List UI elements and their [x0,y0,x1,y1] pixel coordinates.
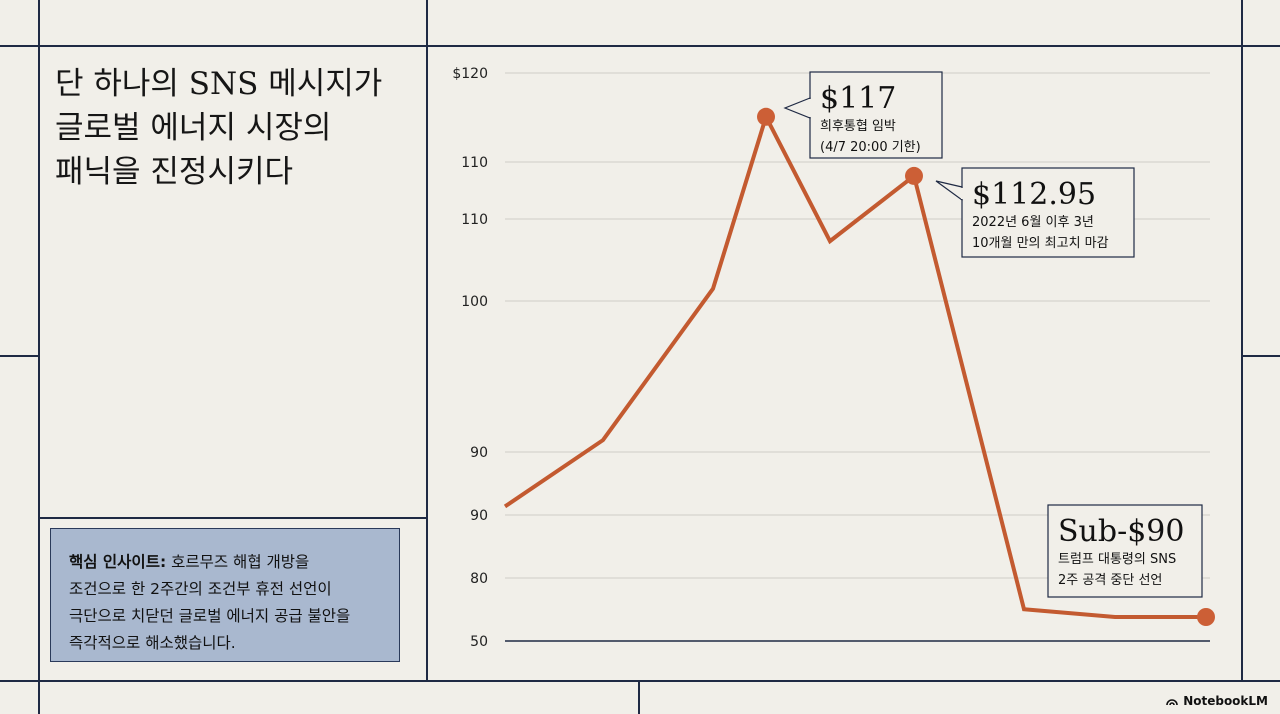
frame-line-bottom-divider [638,681,640,714]
insight-text: 핵심 인사이트: 호르무즈 해협 개방을 조건으로 한 2주간의 조건부 휴전 … [69,549,399,657]
insight-line-3: 극단으로 치닫던 글로벌 에너지 공급 불안을 [69,607,351,625]
title-line-2: 글로벌 에너지 시장의 [55,110,332,146]
insight-line-1: 호르무즈 해협 개방을 [171,553,310,571]
title-line-1: 단 하나의 SNS 메시지가 [55,66,383,102]
y-tick-label: 110 [461,155,488,171]
frame-line-right [1241,0,1243,681]
annotation-value: $112.95 [972,177,1096,212]
annotation-callout: $112.95 2022년 6월 이후 3년 10개월 만의 최고치 마감 [935,167,1135,258]
insight-line-4: 즉각적으로 해소했습니다. [69,634,236,652]
annotation-value: $117 [820,81,896,116]
chart-series [503,107,1215,626]
frame-line-bottom [0,680,1280,682]
insight-box: 핵심 인사이트: 호르무즈 해협 개방을 조건으로 한 2주간의 조건부 휴전 … [50,528,400,662]
annotation-note: 10개월 만의 최고치 마감 [972,236,1109,251]
brand-name: NotebookLM [1183,694,1268,708]
annotation-box [809,71,943,159]
y-tick-label: 90 [470,445,488,461]
frame-tick-right [1242,355,1280,357]
y-axis-ticks: $120 110 110 100 90 90 80 50 [452,66,488,650]
y-tick-label: 100 [461,294,488,310]
price-series-line [503,111,1206,619]
highlight-point [905,166,923,185]
brand-logo: NotebookLM [1166,694,1268,708]
title-line-3: 패닉을 진정시키다 [55,154,294,190]
annotation-pointer [935,180,963,202]
page-title: 단 하나의 SNS 메시지가 글로벌 에너지 시장의 패닉을 진정시키다 [55,62,425,194]
insight-line-2: 조건으로 한 2주간의 조건부 휴전 선언이 [69,580,332,598]
frame-line-left-panel [38,517,427,519]
annotation-value: Sub-$90 [1058,514,1184,549]
annotation-pointer [783,97,811,119]
highlight-point [757,107,775,126]
annotation-box [961,167,1135,258]
notebooklm-icon [1166,698,1178,705]
y-tick-label: 110 [461,212,488,228]
chart-annotations: $117 희후통협 임박 (4/7 20:00 기한) $112.95 2022년 6월… [783,71,1203,598]
annotation-note: 희후통협 임박 [820,119,896,134]
frame-tick-left [0,355,38,357]
annotation-note: 2022년 6월 이후 3년 [972,215,1094,230]
annotation-box [1047,504,1203,598]
frame-line-left [38,0,40,714]
annotation-callout: $117 희후통협 임박 (4/7 20:00 기한) [783,71,943,159]
highlight-point [1197,608,1215,626]
y-tick-label: $120 [452,66,488,82]
frame-line-top [0,45,1280,47]
insight-label: 핵심 인사이트: [69,553,167,571]
y-tick-label: 80 [470,571,488,587]
annotation-note: 트럼프 대통령의 SNS [1058,552,1176,567]
y-tick-label: 50 [470,634,488,650]
y-tick-label: 90 [470,508,488,524]
annotation-callout: Sub-$90 트럼프 대통령의 SNS 2주 공격 중단 선언 [1047,504,1203,598]
annotation-note: 2주 공격 중단 선언 [1058,573,1162,588]
frame-line-middle [426,0,428,681]
annotation-note: (4/7 20:00 기한) [820,140,921,155]
